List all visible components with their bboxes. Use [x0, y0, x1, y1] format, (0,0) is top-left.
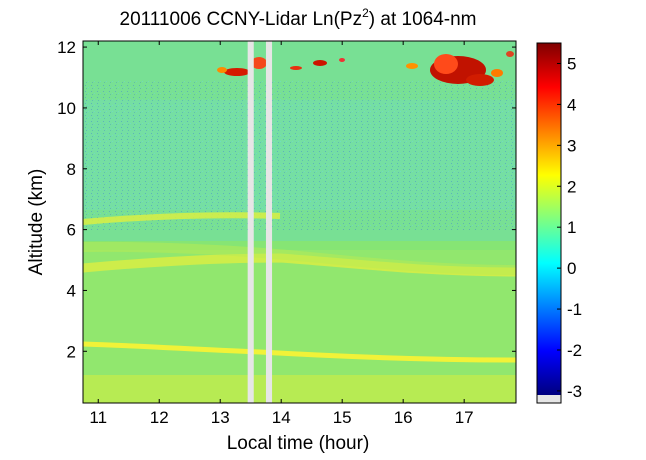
y-tick-label: 6	[67, 221, 76, 240]
y-axis-ticks: 2 4 6 8 10 12	[57, 38, 516, 361]
plot-frame	[82, 40, 517, 404]
plot-area	[82, 40, 517, 404]
colorbar-tick-label: -1	[567, 300, 582, 319]
colorbar-ticks: 5 4 3 2 1 0 -1 -2 -3	[557, 54, 582, 401]
aerosol-layer-high	[82, 212, 281, 225]
data-gap-2	[265, 41, 273, 403]
x-tick-label: 11	[89, 408, 107, 427]
x-tick-label: 12	[150, 408, 169, 427]
colorbar-tick-label: 2	[567, 177, 576, 196]
colorbar-tick-label: 1	[567, 218, 576, 237]
x-axis-label: Local time (hour)	[227, 433, 370, 454]
y-tick-label: 10	[57, 99, 76, 118]
x-tick-label: 15	[333, 408, 352, 427]
title-tail: ) at 1064-nm	[369, 9, 477, 30]
colorbar-tick-label: 3	[567, 136, 576, 155]
colorbar-nodata-swatch	[537, 395, 561, 403]
colorbar-tick-label: -3	[567, 382, 582, 401]
x-tick-label: 13	[211, 408, 230, 427]
cirrus-cloud-early	[217, 57, 345, 76]
heatmap-noise	[83, 80, 516, 230]
title-main: 20111006 CCNY-Lidar Ln(Pz	[120, 9, 363, 30]
y-tick-label: 2	[67, 342, 76, 361]
colorbar-tick-label: 5	[567, 54, 576, 73]
x-axis-ticks: 11 12 13 14 15 16 17	[89, 41, 474, 427]
data-gap-1	[247, 41, 254, 403]
colorbar-tick-label: 4	[567, 95, 576, 114]
colorbar-frame	[536, 42, 562, 404]
y-tick-label: 12	[57, 38, 76, 57]
cirrus-cloud-late	[406, 51, 514, 86]
colorbar: 5 4 3 2 1 0 -1 -2 -3	[536, 42, 582, 404]
colorbar-tick-label: -2	[567, 341, 582, 360]
x-tick-label: 14	[272, 408, 291, 427]
colorbar-gradient	[537, 43, 561, 395]
y-tick-label: 8	[67, 160, 76, 179]
colorbar-tick-label: 0	[567, 259, 576, 278]
chart-title: 20111006 CCNY-Lidar Ln(Pz2) at 1064-nm	[120, 6, 477, 30]
y-axis-label: Altitude (km)	[26, 169, 47, 276]
title-superscript: 2	[362, 6, 369, 20]
y-tick-label: 4	[67, 281, 76, 300]
x-tick-label: 16	[394, 408, 413, 427]
aerosol-layer-faint	[82, 241, 517, 275]
x-tick-label: 17	[455, 408, 474, 427]
ground-band	[83, 375, 516, 403]
